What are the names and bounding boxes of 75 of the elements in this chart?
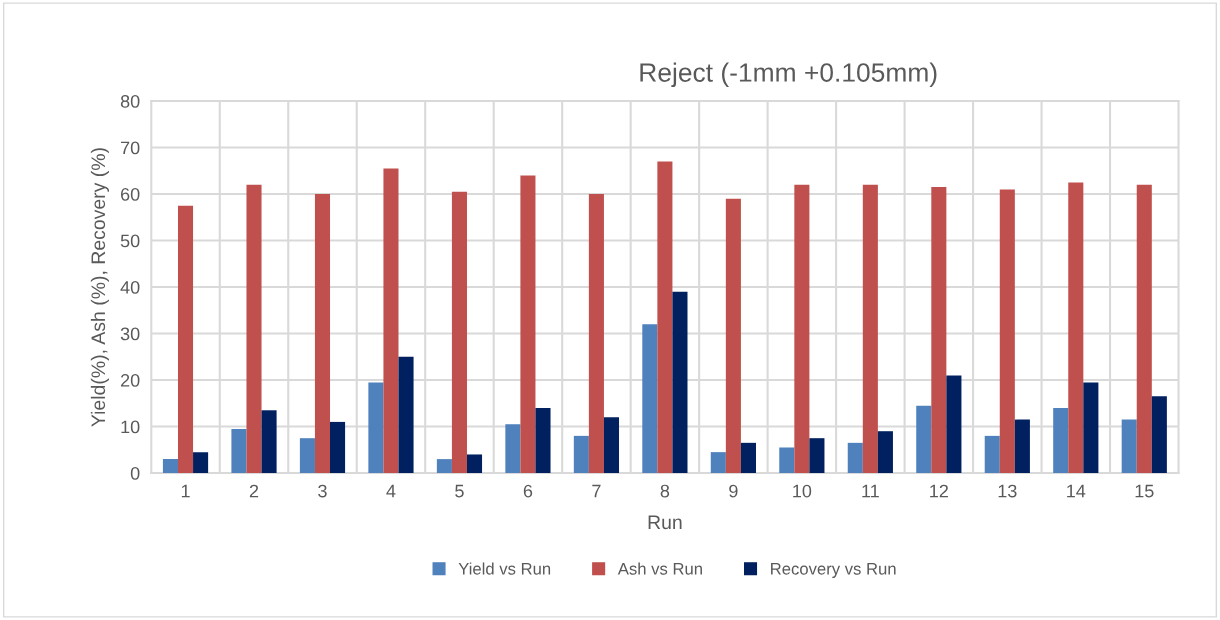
legend-label: Yield vs Run [458, 562, 551, 575]
bar [231, 428, 247, 474]
legend-label: Recovery vs Run [771, 563, 896, 578]
bar [984, 435, 1000, 474]
y-axis-title: Yield(%), Ash (%), Recovery (%) [90, 148, 109, 427]
bar [740, 442, 756, 474]
y-tick-label: 50 [120, 234, 140, 248]
bar [330, 421, 346, 474]
bar [946, 375, 962, 474]
x-tick-label: 8 [660, 484, 670, 498]
x-axis-title: Run [648, 515, 682, 530]
bar [809, 438, 825, 474]
bar [246, 184, 262, 474]
bar [1136, 184, 1152, 474]
y-tick-label: 60 [121, 187, 140, 201]
bar [314, 194, 331, 474]
y-tick-label: 0 [130, 466, 140, 480]
x-tick-label: 6 [523, 484, 533, 498]
bar [466, 454, 483, 474]
bar [603, 417, 620, 474]
bar [931, 187, 947, 474]
bar [779, 447, 795, 474]
bar [162, 459, 178, 474]
bar [877, 431, 893, 474]
legend-label: Ash vs Run [617, 562, 702, 575]
x-tick-label: 1 [181, 484, 190, 498]
bar [535, 407, 551, 474]
x-tick-label: 5 [455, 484, 464, 498]
bar [436, 459, 452, 474]
bar [505, 424, 521, 474]
y-tick-label: 20 [121, 373, 140, 387]
bar [1151, 396, 1167, 474]
y-tick-label: 40 [120, 280, 140, 294]
bar [1121, 419, 1137, 474]
y-tick-label: 10 [121, 420, 140, 434]
x-tick-label: 10 [793, 484, 812, 498]
bar [642, 324, 658, 474]
y-tick-label: 70 [121, 141, 140, 155]
bar [1014, 419, 1030, 474]
bar [657, 161, 673, 474]
bar [1068, 182, 1084, 474]
x-tick-label: 15 [1135, 484, 1154, 498]
bar [368, 382, 384, 474]
x-tick-label: 4 [386, 484, 396, 498]
bar [999, 189, 1015, 474]
bar [299, 438, 315, 474]
x-tick-label: 9 [729, 484, 738, 498]
bar [177, 205, 194, 474]
bar [588, 194, 604, 474]
bar [1053, 407, 1069, 474]
bar [794, 184, 810, 474]
x-tick-label: 2 [249, 484, 259, 498]
x-tick-label: 12 [930, 484, 948, 498]
bar [916, 405, 932, 474]
bar [847, 442, 863, 474]
bar [862, 184, 878, 474]
chart-title: Reject (-1mm +0.105mm) [640, 62, 937, 88]
bar [725, 198, 741, 474]
bar [261, 410, 277, 474]
bar [383, 168, 399, 474]
bar [710, 452, 726, 474]
bar [451, 191, 467, 474]
y-tick-label: 80 [120, 94, 140, 108]
bar [672, 291, 688, 474]
bar [398, 356, 414, 474]
bar [193, 452, 209, 474]
x-tick-label: 11 [862, 484, 879, 498]
x-tick-label: 13 [998, 484, 1017, 498]
x-tick-label: 3 [318, 484, 327, 498]
bar [573, 435, 589, 474]
bar [520, 175, 536, 474]
y-tick-label: 30 [120, 327, 140, 341]
x-tick-label: 14 [1067, 484, 1086, 498]
bar [1083, 382, 1099, 474]
x-tick-label: 7 [592, 484, 601, 498]
